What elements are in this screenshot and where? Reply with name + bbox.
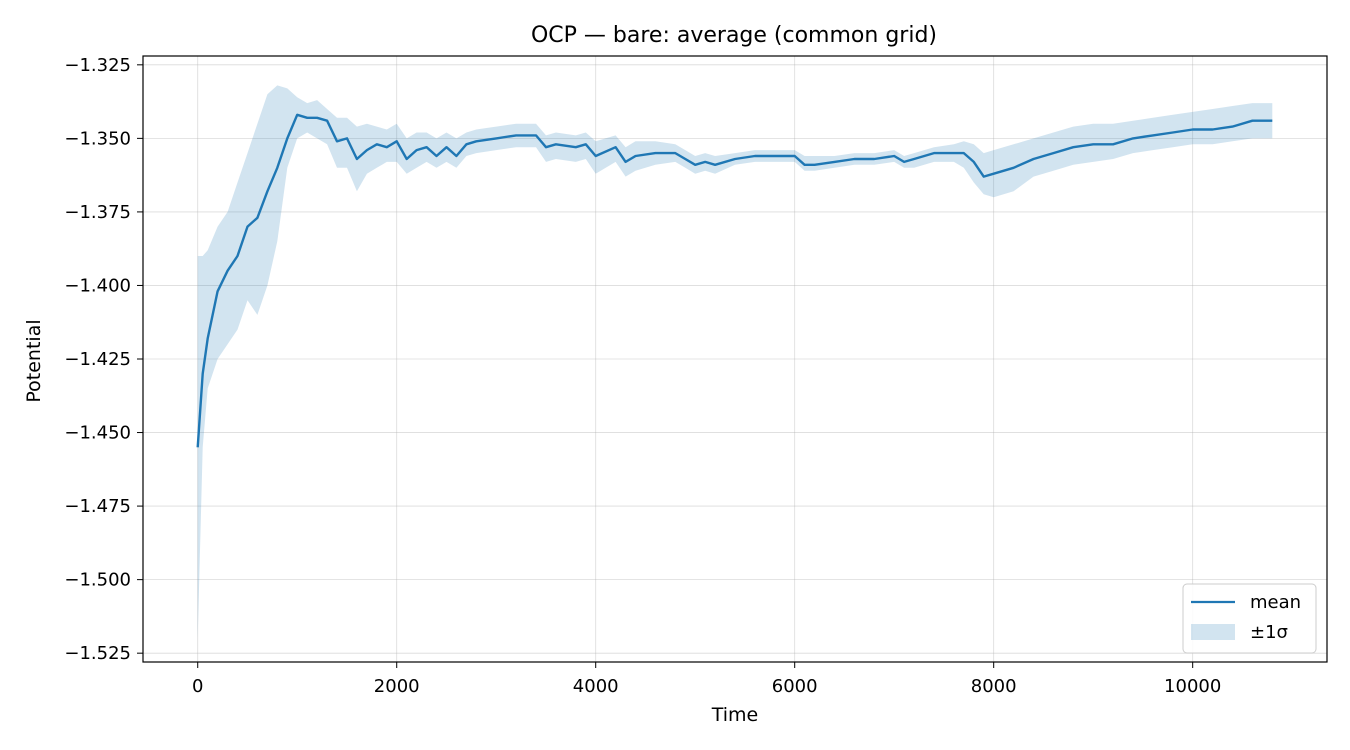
y-tick-label: −1.400: [64, 275, 131, 296]
y-tick-label: −1.375: [64, 202, 131, 223]
x-tick-label: 8000: [971, 676, 1017, 697]
y-tick-label: −1.350: [64, 128, 131, 149]
y-tick-label: −1.525: [64, 643, 131, 664]
legend-band-swatch: [1191, 624, 1235, 640]
chart-title: OCP — bare: average (common grid): [531, 23, 937, 48]
y-tick-label: −1.500: [64, 570, 131, 591]
y-tick-label: −1.325: [64, 55, 131, 76]
x-tick-label: 6000: [772, 676, 818, 697]
y-axis-ticks: −1.325 −1.350 −1.375 −1.400 −1.425 −1.450 −1.4…: [64, 55, 143, 664]
legend-band-label: ±1σ: [1250, 622, 1288, 643]
grid: [143, 56, 1327, 662]
y-tick-label: −1.425: [64, 349, 131, 370]
x-tick-label: 10000: [1164, 676, 1221, 697]
legend: mean ±1σ: [1182, 583, 1317, 654]
y-tick-label: −1.450: [64, 423, 131, 444]
x-axis-ticks: 0 2000 4000 6000 8000 10000: [192, 662, 1221, 697]
x-tick-label: 4000: [573, 676, 619, 697]
x-tick-label: 0: [192, 676, 203, 697]
std-band-area: [197, 85, 1273, 639]
mean-line: [196, 113, 1273, 448]
legend-mean-label: mean: [1250, 592, 1301, 613]
x-tick-label: 2000: [374, 676, 420, 697]
y-axis-label: Potential: [23, 319, 45, 402]
plot-area: [196, 85, 1273, 639]
x-axis-label: Time: [711, 704, 759, 726]
y-tick-label: −1.475: [64, 496, 131, 517]
